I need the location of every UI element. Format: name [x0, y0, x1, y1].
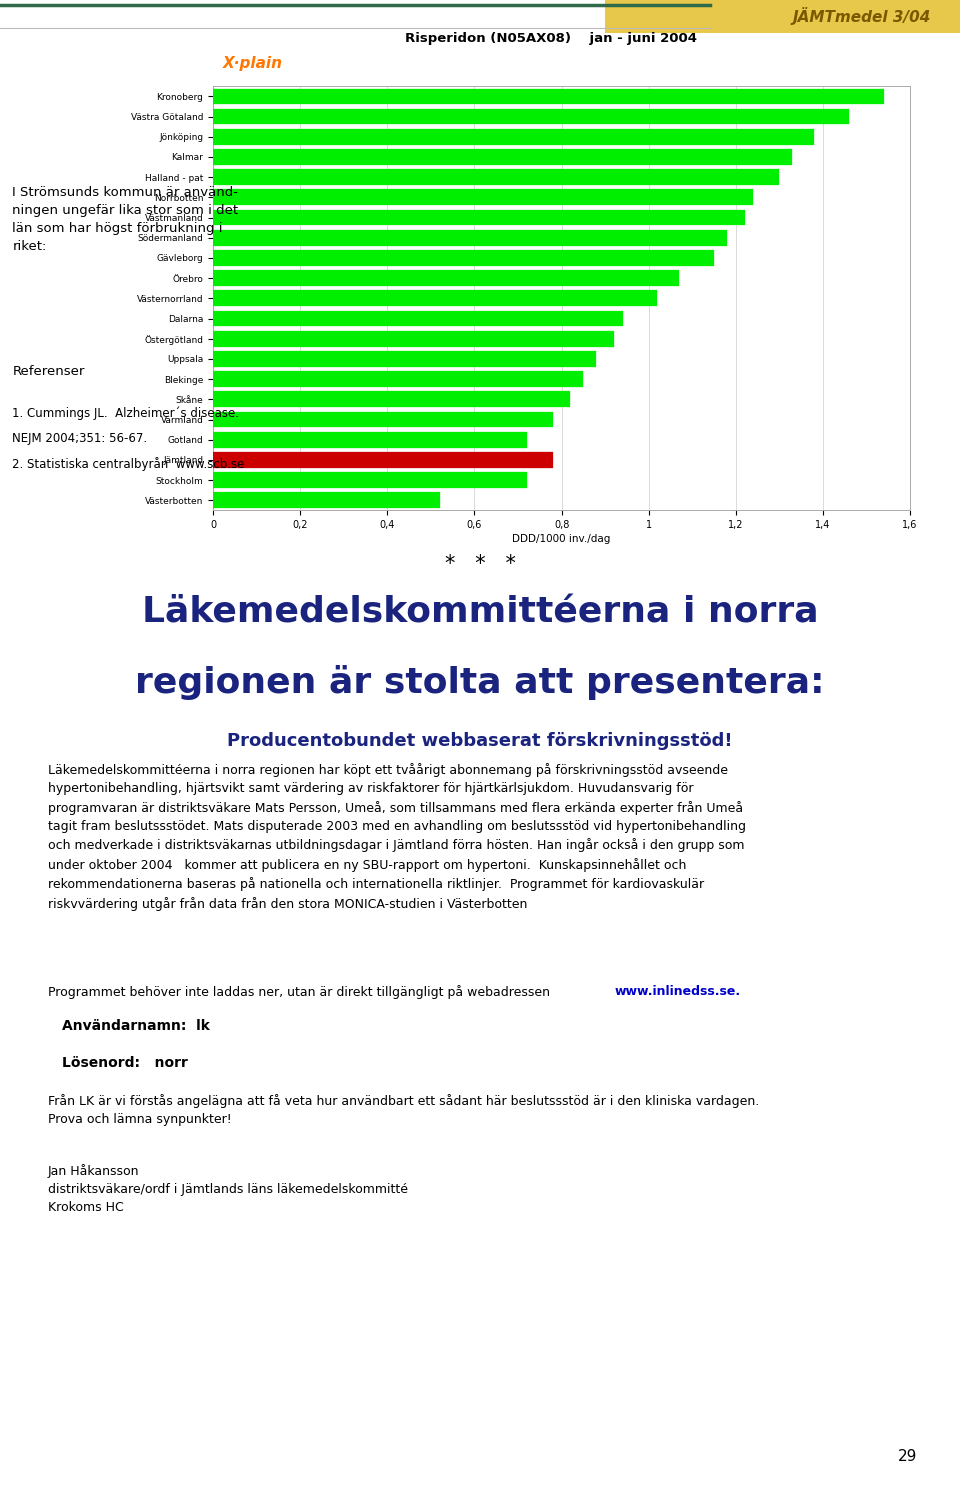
Bar [213, 493, 440, 509]
Text: Jan Håkansson
distriktsväkare/ordf i Jämtlands läns läkemedelskommitté
Krokoms H: Jan Håkansson distriktsväkare/ordf i Jäm… [48, 1164, 408, 1214]
Bar [213, 210, 745, 226]
Bar [213, 189, 754, 205]
Text: NEJM 2004;351: 56-67.: NEJM 2004;351: 56-67. [12, 432, 148, 445]
Text: Producentobundet webbaserat förskrivningsstöd!: Producentobundet webbaserat förskrivning… [228, 732, 732, 750]
X-axis label: DDD/1000 inv./dag: DDD/1000 inv./dag [513, 534, 611, 545]
Text: *   *   *: * * * [444, 554, 516, 573]
Bar [213, 170, 780, 185]
Text: JÄMTmedel 3/04: JÄMTmedel 3/04 [793, 7, 931, 25]
Bar [213, 109, 849, 125]
Text: I Strömsunds kommun är använd-
ningen ungefär lika stor som i det
län som har hö: I Strömsunds kommun är använd- ningen un… [12, 186, 239, 253]
Text: Läkemedelskommittéerna i norra: Läkemedelskommittéerna i norra [142, 595, 818, 629]
Text: Programmet behöver inte laddas ner, utan är direkt tillgängligt på webadressen: Programmet behöver inte laddas ner, utan… [48, 985, 554, 998]
Bar [213, 229, 727, 246]
Text: regionen är stolta att presentera:: regionen är stolta att presentera: [135, 665, 825, 701]
Bar [213, 311, 623, 326]
FancyBboxPatch shape [605, 0, 960, 33]
Bar [213, 412, 553, 427]
Bar [213, 432, 527, 448]
Text: www.inlinedss.se.: www.inlinedss.se. [614, 985, 740, 998]
Bar [213, 472, 527, 488]
Text: Användarnamn:  lk: Användarnamn: lk [62, 1019, 210, 1033]
Bar [213, 391, 570, 408]
Bar [213, 149, 792, 165]
Bar [213, 271, 680, 286]
Bar [213, 290, 658, 307]
Bar [213, 129, 814, 144]
Bar [213, 371, 584, 387]
Bar [213, 88, 884, 104]
Text: X·plain: X·plain [223, 57, 283, 71]
Bar [213, 330, 613, 347]
Text: Från LK är vi förstås angelägna att få veta hur användbart ett sådant här beslut: Från LK är vi förstås angelägna att få v… [48, 1094, 759, 1125]
Text: 1. Cummings JL.  Alzheimer´s disease.: 1. Cummings JL. Alzheimer´s disease. [12, 406, 239, 420]
Text: Lösenord:   norr: Lösenord: norr [62, 1056, 188, 1070]
Text: Risperidon (N05AX08)    jan - juni 2004: Risperidon (N05AX08) jan - juni 2004 [405, 31, 697, 45]
Text: 2. Statistiska centralbyrån  www.scb.se: 2. Statistiska centralbyrån www.scb.se [12, 457, 245, 470]
Text: Referenser: Referenser [12, 365, 84, 378]
Bar [213, 452, 553, 467]
Text: Läkemedelskommittéerna i norra regionen har köpt ett tvåårigt abonnemang på förs: Läkemedelskommittéerna i norra regionen … [48, 763, 746, 911]
Text: 29: 29 [898, 1449, 917, 1464]
Bar [213, 250, 714, 266]
Bar [213, 351, 596, 368]
